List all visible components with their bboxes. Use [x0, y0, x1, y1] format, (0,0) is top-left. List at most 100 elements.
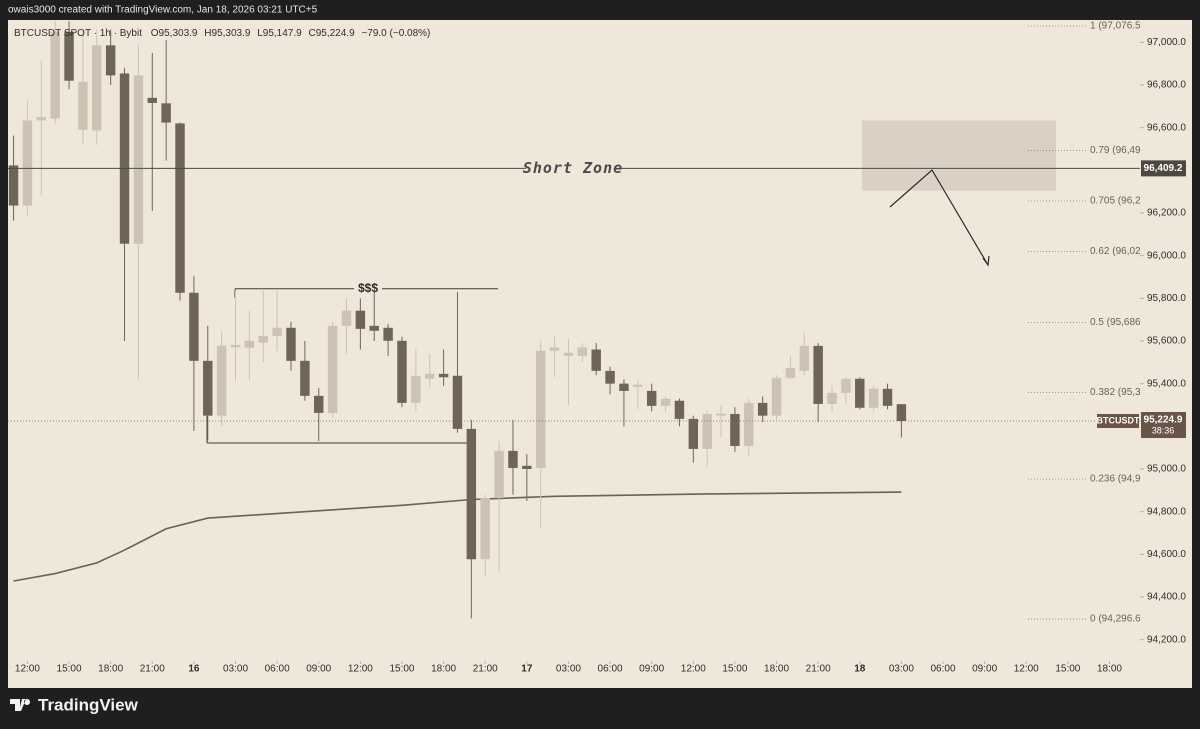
x-tick-label: 06:00	[598, 664, 623, 675]
legend-close: C95,224.9	[309, 28, 356, 39]
candle-body	[549, 347, 560, 351]
arrow-head	[982, 255, 990, 267]
legend-high: H95,303.9	[204, 28, 251, 39]
y-tick-label: 95,400.0	[1147, 378, 1186, 389]
y-tick-label: 96,800.0	[1147, 80, 1186, 91]
short-zone-label: Short Zone	[523, 159, 623, 177]
x-tick-label: 09:00	[972, 664, 997, 675]
candle-body	[827, 392, 837, 404]
candle-body	[175, 123, 185, 293]
brand-name: TradingView	[38, 695, 139, 714]
ema-line	[13, 491, 902, 582]
y-tick-label: 96,000.0	[1147, 250, 1186, 261]
candle-body	[563, 352, 574, 356]
candle-body	[633, 384, 643, 387]
x-tick-label: 03:00	[889, 664, 914, 675]
candle-body	[78, 81, 88, 130]
candle-body	[411, 375, 421, 403]
y-tick-label: 96,200.0	[1147, 208, 1186, 219]
candle-body	[508, 450, 518, 468]
candle-body	[286, 327, 296, 361]
fib-label: 0.5 (95,686	[1090, 317, 1141, 328]
liquidity-label: $$$	[358, 281, 378, 295]
candle-body	[841, 378, 851, 393]
x-tick-label: 06:00	[265, 664, 290, 675]
y-tick-label: 94,600.0	[1147, 549, 1186, 560]
x-tick-label: 21:00	[473, 664, 498, 675]
candle-body	[161, 103, 171, 123]
x-tick-label: 21:00	[806, 664, 831, 675]
candle-body	[591, 349, 601, 371]
candle-body	[327, 325, 338, 413]
y-tick-label: 96,600.0	[1147, 122, 1186, 133]
candle-body	[619, 383, 629, 391]
y-tick-label: 97,000.0	[1147, 37, 1186, 48]
candle-body	[771, 377, 782, 416]
fib-label: 0.79 (96,49	[1090, 145, 1141, 156]
candle-body	[258, 335, 268, 343]
y-tick-label: 95,600.0	[1147, 336, 1186, 347]
brand-logo	[10, 699, 31, 711]
candle-body	[230, 344, 241, 348]
y-tick-label: 95,800.0	[1147, 293, 1186, 304]
x-tick-label: 16	[188, 664, 200, 675]
candle-body	[577, 347, 588, 356]
y-tick-label: 94,800.0	[1147, 506, 1186, 517]
candle-body	[397, 340, 407, 403]
x-tick-label: 03:00	[223, 664, 248, 675]
candle-body	[868, 388, 879, 408]
candle-body	[36, 117, 47, 121]
short-zone-price-box	[1141, 160, 1186, 177]
candle-body	[147, 97, 157, 103]
candle-body	[896, 404, 907, 422]
candle-body	[522, 465, 532, 469]
y-tick-label: 95,000.0	[1147, 464, 1186, 475]
legend-symbol: BTCUSDT SPOT · 1h · Bybit	[14, 28, 142, 39]
candle-body	[314, 395, 324, 413]
candle-body	[813, 345, 823, 404]
candle-body	[189, 292, 199, 361]
x-tick-label: 15:00	[722, 664, 747, 675]
x-tick-label: 21:00	[140, 664, 165, 675]
candle-body	[716, 413, 726, 416]
y-tick-label: 94,400.0	[1147, 592, 1186, 603]
plot-area: $$$ Short Zone 96,409.2 1 (97,076.5 0.79 (96…	[8, 21, 1186, 675]
candle-body	[425, 373, 435, 379]
x-tick-label: 12:00	[1014, 664, 1039, 675]
candle-body	[244, 340, 255, 348]
fib-label: 0.62 (96,02	[1090, 246, 1141, 257]
legend-change: −79.0 (−0.08%)	[361, 28, 430, 39]
x-tick-label: 03:00	[556, 664, 581, 675]
fib-label: 0.705 (96,2	[1090, 196, 1141, 207]
candle-body	[702, 413, 712, 449]
candle-body	[272, 327, 282, 336]
symbol-tag-label: BTCUSDT	[1097, 415, 1140, 425]
arrow	[889, 169, 989, 266]
x-tick-label: 15:00	[389, 664, 414, 675]
x-tick-label: 09:00	[306, 664, 331, 675]
candle-body	[105, 45, 116, 76]
candle-body	[383, 327, 393, 341]
candle-body	[64, 31, 74, 81]
candle-body	[8, 165, 19, 206]
candle-body	[133, 75, 144, 244]
fib-label: 0 (94,296.6	[1090, 614, 1141, 625]
candle-body	[480, 498, 490, 560]
fib-label: 1 (97,076.5	[1090, 21, 1141, 32]
last-price-label: 95,224.9	[1144, 415, 1183, 426]
candle-body	[22, 120, 33, 206]
legend-low: L95,147.9	[257, 28, 302, 39]
candle-body	[730, 413, 740, 446]
candle-body	[674, 400, 685, 419]
x-tick-label: 17	[521, 664, 533, 675]
candle-body	[355, 310, 366, 329]
candle-body	[216, 345, 227, 416]
candle-body	[452, 375, 463, 429]
legend-open: O95,303.9	[151, 28, 198, 39]
candle-body	[688, 418, 699, 449]
candle-body	[203, 360, 213, 416]
short-zone-price-label: 96,409.2	[1144, 163, 1183, 174]
candle-body	[785, 367, 796, 378]
short-zone-label-bg	[526, 159, 620, 178]
